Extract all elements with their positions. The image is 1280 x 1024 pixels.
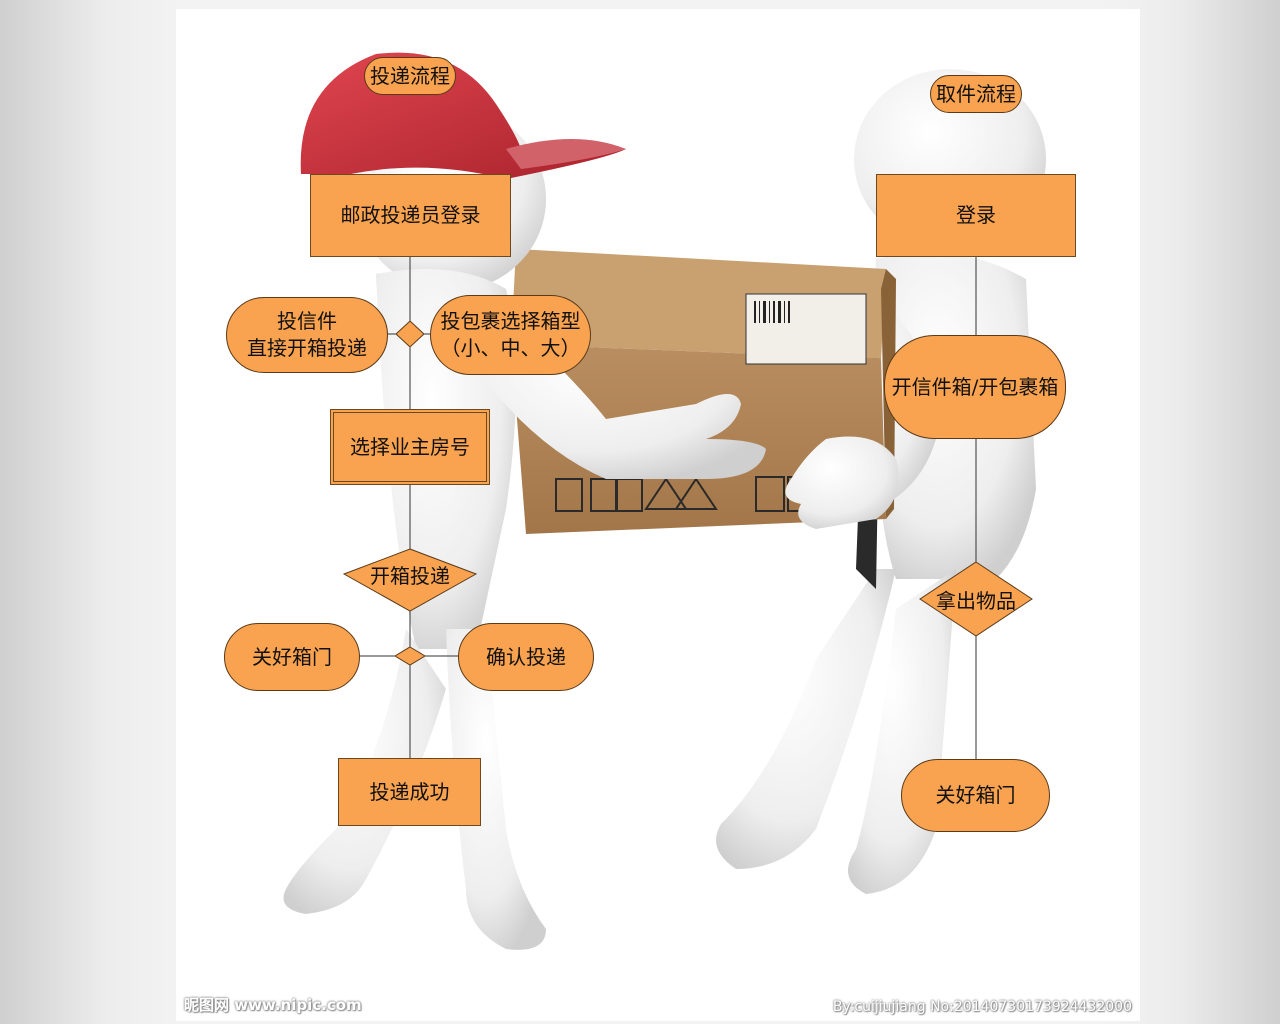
confirm-delivery-text: 确认投递 [486,644,566,669]
right-flow-title: 取件流程 [930,75,1022,113]
close-door-node: 关好箱门 [224,623,360,691]
pickup-close-door-text: 关好箱门 [935,783,1016,807]
right-flow-title-text: 取件流程 [936,81,1016,106]
decision-diamond-parcel [395,320,425,348]
letter-line-1: 投信件 [277,309,337,333]
left-flow-title-text: 投递流程 [370,63,450,88]
delivery-success-text: 投递成功 [369,779,450,804]
watermark-left: 昵图网 www.nipic.com [184,996,362,1014]
confirm-delivery-node: 确认投递 [458,623,594,691]
right-hand [785,436,899,529]
parcel-line-1: 投包裹选择箱型 [440,309,581,333]
pickup-close-door-node: 关好箱门 [901,759,1050,832]
open-boxes-node: 开信件箱/开包裹箱 [884,335,1066,439]
letter-node: 投信件 直接开箱投递 [226,297,388,373]
parcel-node: 投包裹选择箱型 （小、中、大） [430,295,591,375]
select-room-node: 选择业主房号 [330,409,490,485]
delivery-illustration [283,52,1046,950]
open-box-label: 开箱投递 [370,563,450,588]
parcel-line-2: （小、中、大） [440,336,581,360]
open-boxes-text: 开信件箱/开包裹箱 [891,374,1059,399]
select-room-text: 选择业主房号 [350,434,470,459]
courier-login-node: 邮政投递员登录 [310,174,511,257]
watermark-right: By:cuijiujiang No:20140730173924432000 [832,999,1132,1015]
pickup-login-text: 登录 [956,203,996,227]
take-items-label: 拿出物品 [936,588,1016,613]
letter-line-2: 直接开箱投递 [247,336,367,360]
decision-diamond-take [919,561,1033,637]
delivery-success-node: 投递成功 [338,758,481,826]
cap-icon [300,52,626,180]
decision-diamond-open [342,548,478,612]
close-door-text: 关好箱门 [252,644,332,669]
left-flow-title: 投递流程 [364,57,456,95]
decision-diamond-confirm [394,646,426,666]
diagram-canvas: 投递流程 邮政投递员登录 投信件 直接开箱投递 投包裹选择箱型 （小、中、大） … [176,9,1140,1021]
pickup-login-node: 登录 [876,174,1076,257]
courier-login-text: 邮政投递员登录 [340,203,481,227]
